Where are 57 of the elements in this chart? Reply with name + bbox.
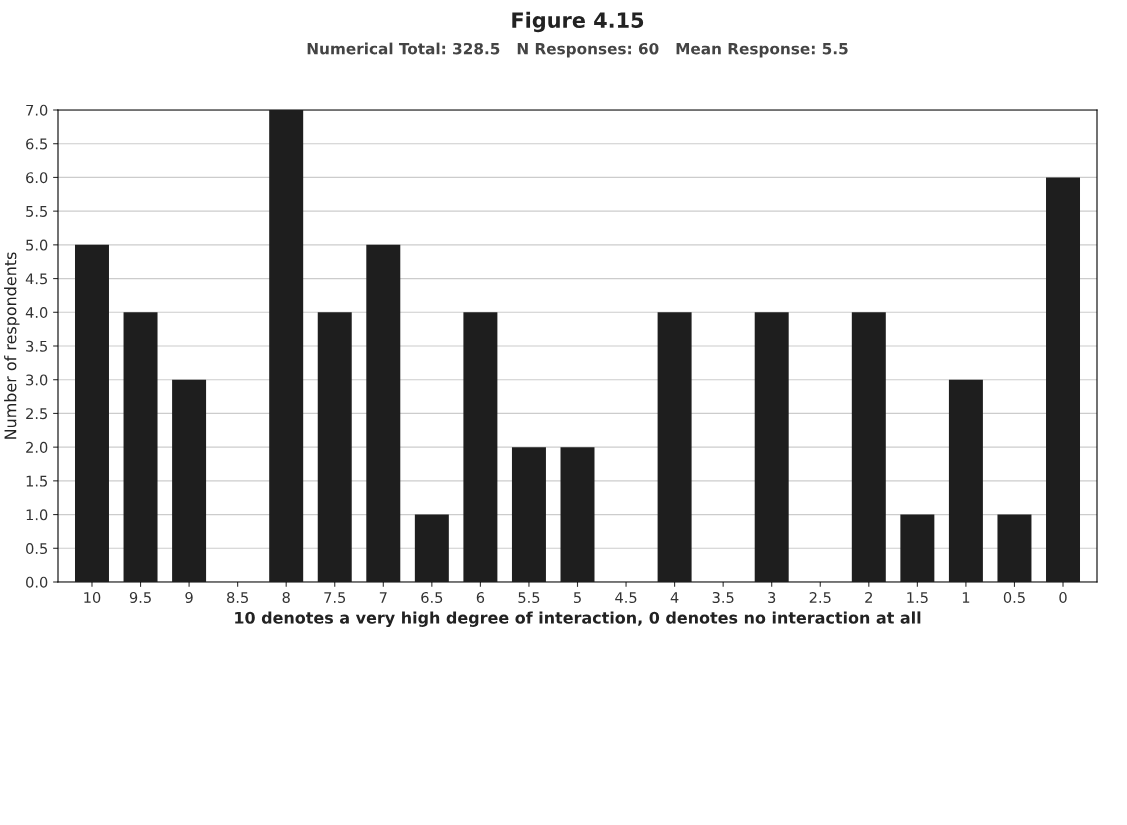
y-tick-label: 2.0 [26,441,48,453]
x-tick-label: 5.5 [518,592,540,604]
y-tick-label: 7.0 [26,104,48,116]
y-tick-label: 1.0 [26,509,48,521]
bar [997,514,1032,582]
y-tick-label: 2.5 [26,408,47,420]
bar [172,379,207,582]
y-tick-label: 0.0 [26,576,48,588]
x-tick-label: 8 [282,591,290,604]
bar [560,447,595,582]
bar [851,312,886,582]
x-tick-label: 9.5 [129,591,151,604]
y-axis-title: Number of respondents [4,252,20,439]
x-tick-label: 6.5 [421,591,443,604]
x-tick-label: 6 [476,591,485,604]
bar [1046,177,1081,582]
chart-title: Figure 4.15 [512,11,644,33]
x-tick-label: 3.5 [712,591,734,604]
x-tick-label: 8.5 [227,591,248,604]
y-tick-label: 3.5 [26,340,47,352]
y-tick-label: 5.0 [26,239,48,251]
x-tick-label: 0 [1059,591,1067,604]
x-tick-label: 1.5 [907,592,928,604]
bar [74,244,109,582]
bar [754,312,789,582]
y-tick-label: 4.0 [25,307,48,319]
y-tick-label: 1.5 [26,475,47,487]
x-tick-label: 4.5 [615,592,637,604]
bar [463,312,498,582]
bar [511,447,546,582]
bar [366,244,401,582]
x-tick-label: 7.5 [324,592,346,604]
x-tick-label: 7 [379,592,387,603]
x-tick-label: 2.5 [809,591,831,604]
bar [900,514,935,582]
x-tick-label: 3 [768,591,776,604]
y-tick-label: 3.0 [26,374,48,386]
chart-subtitle: Numerical Total: 328.5 N Responses: 60 Mean Response: 5.5 [307,42,848,58]
x-tick-label: 5 [573,592,581,604]
bar [317,312,352,582]
x-tick-label: 2 [865,591,872,603]
x-tick-label: 1 [962,592,970,603]
bar [948,379,983,582]
y-tick-label: 6.0 [26,172,48,184]
y-tick-label: 4.5 [25,273,47,285]
y-tick-label: 6.5 [26,138,47,150]
bar [657,312,692,582]
bar [414,514,449,582]
x-tick-label: 9 [185,591,193,604]
y-tick-label: 0.5 [26,543,47,555]
bar [123,312,158,582]
y-tick-label: 5.5 [26,206,47,217]
x-tick-label: 0.5 [1003,591,1025,604]
x-axis-title: 10 denotes a very high degree of interaction, 0 denotes no interaction at all [235,611,921,627]
bar [269,110,304,582]
x-tick-label: 10 [84,591,101,604]
x-tick-label: 4 [670,592,679,603]
